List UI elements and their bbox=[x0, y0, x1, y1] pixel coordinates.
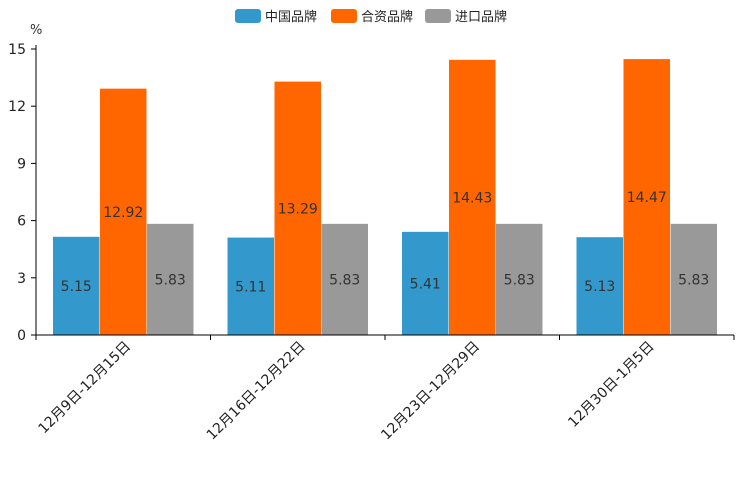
bar-series: 5.83 5.83 5.83 5.83 bbox=[147, 223, 717, 335]
bar-data-label: 5.41 bbox=[410, 276, 441, 292]
bar bbox=[623, 59, 670, 335]
bar bbox=[227, 237, 274, 335]
bar bbox=[402, 231, 449, 335]
y-tick-label: 15 bbox=[8, 42, 26, 58]
bar-series-group: 5.15 5.11 5.41 5.13 12.92 13.29 14.43 14.47 5.83… bbox=[53, 59, 717, 336]
x-axis: 12月9日-12月15日 12月16日-12月22日 12月23日-12月29日 12… bbox=[35, 334, 735, 444]
bar-data-label: 14.47 bbox=[627, 190, 667, 206]
bar bbox=[576, 237, 623, 335]
bar-data-label: 13.29 bbox=[278, 201, 318, 217]
bar-data-label: 5.15 bbox=[61, 279, 92, 295]
bar-series: 12.92 13.29 14.43 14.47 bbox=[100, 59, 670, 336]
legend-swatch bbox=[425, 9, 451, 23]
legend-label: 合资品牌 bbox=[361, 9, 413, 25]
legend-label: 中国品牌 bbox=[265, 9, 317, 25]
legend-item[interactable]: 合资品牌 bbox=[331, 9, 413, 25]
legend-item[interactable]: 中国品牌 bbox=[235, 9, 317, 25]
bar bbox=[449, 59, 496, 335]
legend-swatch bbox=[235, 9, 261, 23]
bar-data-label: 5.83 bbox=[678, 272, 709, 288]
y-tick-label: 0 bbox=[17, 328, 26, 344]
bar-data-label: 5.11 bbox=[235, 279, 266, 295]
legend-swatch bbox=[331, 9, 357, 23]
x-category-label: 12月23日-12月29日 bbox=[378, 339, 483, 444]
bar-series: 5.15 5.11 5.41 5.13 bbox=[53, 231, 623, 335]
bar bbox=[100, 88, 147, 336]
bar bbox=[496, 223, 543, 335]
y-tick-label: 12 bbox=[8, 99, 26, 115]
bar-data-label: 5.13 bbox=[584, 279, 615, 295]
y-tick-label: 3 bbox=[17, 271, 26, 287]
x-category-label: 12月16日-12月22日 bbox=[204, 339, 309, 444]
x-category-label: 12月9日-12月15日 bbox=[36, 339, 135, 438]
legend-item[interactable]: 进口品牌 bbox=[425, 9, 507, 25]
bar-data-label: 5.83 bbox=[155, 272, 186, 288]
y-axis-unit-label: % bbox=[30, 23, 42, 38]
legend: 中国品牌 合资品牌 进口品牌 bbox=[235, 9, 507, 25]
bar-data-label: 14.43 bbox=[452, 190, 492, 206]
bar-data-label: 5.83 bbox=[504, 272, 535, 288]
x-category-label: 12月30日-1月5日 bbox=[565, 339, 657, 431]
bar bbox=[274, 81, 321, 335]
bar bbox=[53, 236, 100, 335]
bar bbox=[321, 223, 368, 335]
bar-data-label: 5.83 bbox=[329, 272, 360, 288]
y-tick-label: 6 bbox=[17, 214, 26, 230]
legend-label: 进口品牌 bbox=[455, 9, 507, 25]
bar-data-label: 12.92 bbox=[103, 205, 143, 221]
bar bbox=[670, 223, 717, 335]
y-axis: 0 3 6 9 12 15 bbox=[8, 42, 37, 344]
bar bbox=[147, 223, 194, 335]
y-tick-label: 9 bbox=[17, 156, 26, 172]
